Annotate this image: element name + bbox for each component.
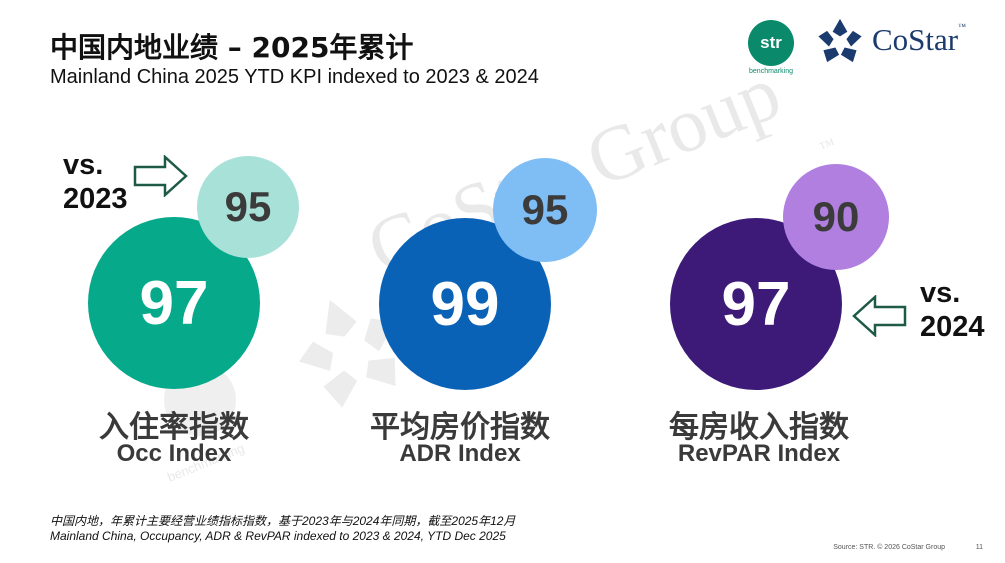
revpar-index-value: 97 bbox=[721, 269, 791, 339]
watermark-tm: ™ bbox=[817, 135, 839, 158]
arrow-left-icon bbox=[852, 295, 907, 337]
occ-index-vs2023-circle: 95 bbox=[197, 156, 299, 258]
occ-index-vs2023-value: 95 bbox=[224, 183, 272, 230]
adr-index-label-cn: 平均房价指数 bbox=[370, 410, 550, 445]
vs-2023-line2: 2023 bbox=[63, 183, 128, 215]
vs-2024-line1: vs. bbox=[920, 277, 961, 309]
str-logo-sub: benchmarking bbox=[749, 68, 793, 75]
occ-index-value: 97 bbox=[139, 268, 209, 338]
costar-star-icon bbox=[818, 18, 862, 63]
vs-2023-label: vs. 2023 bbox=[63, 148, 128, 216]
adr-index-value: 99 bbox=[430, 269, 500, 339]
source-text: Source: STR. © 2026 CoStar Group bbox=[833, 544, 945, 551]
occ-index-label-en: Occ Index bbox=[116, 440, 232, 467]
adr-index-label-en: ADR Index bbox=[399, 440, 521, 467]
page-title: 中国内地业绩 – 2025年累计 bbox=[50, 31, 414, 64]
revpar-index-label-en: RevPAR Index bbox=[677, 440, 841, 467]
adr-index-vs2023-circle: 95 bbox=[493, 158, 597, 262]
revpar-index-circle: 97 bbox=[670, 218, 842, 390]
adr-index-vs2023-value: 95 bbox=[521, 186, 569, 233]
vs-2024-line2: 2024 bbox=[920, 311, 985, 343]
adr-index-circle: 99 bbox=[379, 218, 551, 390]
revpar-index-label-cn: 每房收入指数 bbox=[669, 410, 849, 445]
page-number: 11 bbox=[975, 544, 983, 551]
page-subtitle: Mainland China 2025 YTD KPI indexed to 2… bbox=[50, 66, 539, 88]
str-logo: str benchmarking bbox=[746, 20, 796, 78]
arrow-right-icon bbox=[133, 155, 188, 197]
vs-2023-line1: vs. bbox=[63, 149, 104, 181]
footnote-en: Mainland China, Occupancy, ADR & RevPAR … bbox=[50, 529, 506, 543]
occ-index-label-cn: 入住率指数 bbox=[99, 410, 249, 445]
footnote-cn: 中国内地，年累计主要经营业绩指标指数，基于2023年与2024年同期，截至202… bbox=[50, 514, 516, 528]
vs-2024-label: vs. 2024 bbox=[920, 276, 985, 344]
costar-logo-text: CoStar™ bbox=[872, 22, 966, 57]
revpar-index-vs2023-value: 90 bbox=[812, 193, 860, 240]
str-logo-text: str bbox=[760, 33, 782, 52]
revpar-index-vs2023-circle: 90 bbox=[783, 164, 889, 270]
str-logo-circle: str bbox=[748, 20, 794, 66]
